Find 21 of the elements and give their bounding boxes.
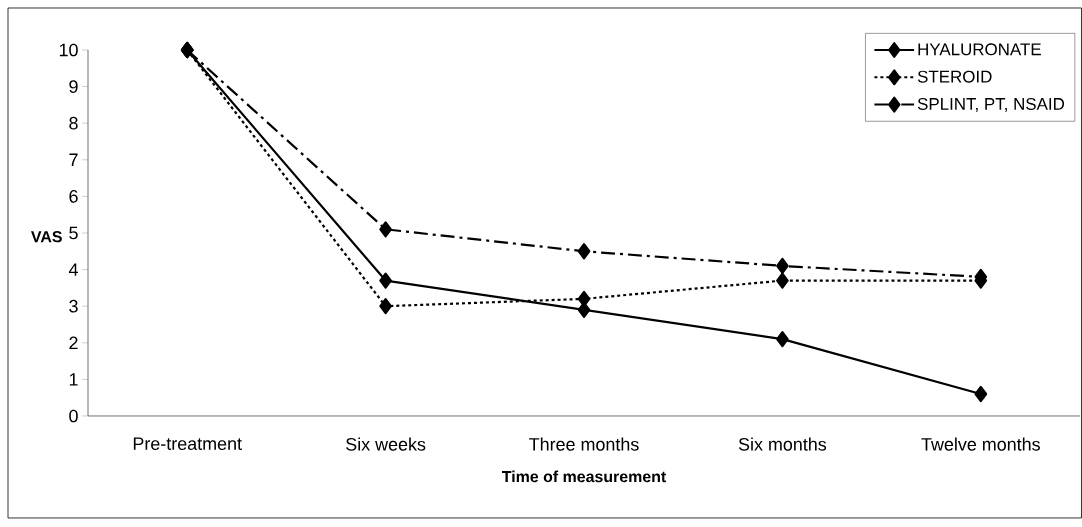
y-tick-label: 2: [69, 336, 78, 350]
x-tick-label: Twelve months: [921, 437, 1040, 451]
y-tick-label: 8: [69, 116, 78, 130]
y-tick-label: 0: [69, 409, 78, 423]
x-tick-label: Six weeks: [346, 437, 426, 451]
y-tick-label: 10: [59, 43, 78, 57]
x-axis-title: Time of measurement: [501, 470, 667, 483]
legend-label: STEROID: [917, 70, 992, 83]
y-tick-label: 7: [69, 153, 78, 166]
y-tick-label: 9: [69, 80, 78, 93]
y-tick-label: 1: [69, 373, 78, 386]
y-axis-title: VAS: [31, 231, 62, 243]
x-tick-label: Pre-treatment: [133, 437, 242, 451]
legend-label: SPLINT, PT, NSAID: [917, 97, 1065, 112]
legend-label: HYALURONATE: [918, 43, 1041, 56]
y-tick-label: 3: [69, 299, 78, 313]
x-tick-label: Three months: [529, 437, 639, 451]
y-tick-label: 6: [69, 190, 78, 203]
y-tick-label: 4: [68, 263, 78, 276]
y-tick-label: 5: [69, 226, 78, 240]
x-tick-label: Six months: [738, 437, 827, 451]
